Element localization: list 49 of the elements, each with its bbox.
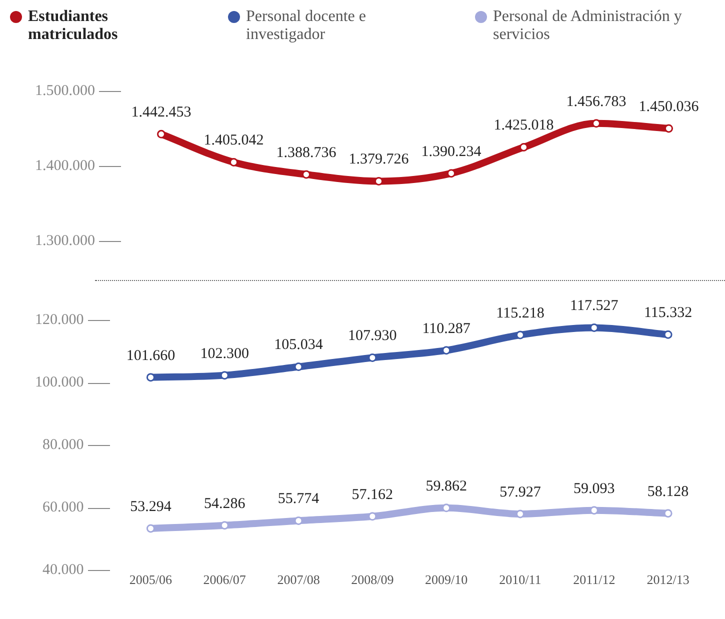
y-tick-label: 1.300.000 [35,232,95,249]
point [230,158,238,166]
data-label: 110.287 [422,320,471,337]
data-label: 1.450.036 [638,98,700,115]
data-label: 1.442.453 [131,104,192,121]
data-label: 59.093 [574,480,615,497]
data-label: 57.162 [352,486,394,503]
point [664,124,673,133]
y-tick-label: 120.000 [35,312,84,328]
y-tick-label: 60.000 [42,499,84,516]
data-label: 105.034 [274,337,324,354]
data-label: 57.927 [500,484,542,500]
data-label: 107.930 [348,328,397,344]
point [447,169,456,178]
data-label: 115.218 [496,305,544,322]
y-tick-label: 80.000 [42,436,84,453]
data-label: 1.379.726 [348,152,410,168]
data-label: 115.332 [644,305,692,322]
data-label: 1.456.783 [566,94,626,110]
data-label: 101.660 [126,348,176,364]
y-tick-label: 40.000 [42,562,84,578]
point [520,142,528,152]
data-label: 1.425.018 [494,118,554,134]
data-label: 117.527 [570,298,619,314]
y-tick-label: 100.000 [35,374,84,390]
point [302,170,310,179]
data-label: 59.862 [426,478,467,494]
y-tick-label: 1.500.000 [35,82,95,99]
data-label: 102.300 [200,346,249,362]
x-tick-label: 2010/11 [499,572,542,588]
point [157,130,166,138]
x-tick-label: 2008/09 [351,572,394,588]
legend-label: Personal docente e investigador [246,8,367,44]
legend-label: Personal de Administración y servicios [493,8,683,44]
data-label: 58.128 [647,484,689,500]
data-label: 1.390.234 [421,144,482,160]
x-tick-label: 2012/13 [646,572,690,588]
x-tick-label: 2007/08 [277,572,320,588]
data-label: 1.405.042 [204,132,264,149]
legend-label: Estudiantes matriculados [28,8,119,44]
data-label: 55.774 [278,491,320,508]
x-tick-label: 2011/12 [573,572,616,588]
data-label: 54.286 [204,496,246,512]
data-label: 1.388.736 [276,144,337,161]
x-tick-label: 2006/07 [203,572,246,588]
x-tick-label: 2009/10 [425,572,468,588]
y-tick-label: 1.400.000 [35,158,95,174]
x-tick-label: 2005/06 [129,572,172,588]
data-label: 53.294 [130,498,172,515]
